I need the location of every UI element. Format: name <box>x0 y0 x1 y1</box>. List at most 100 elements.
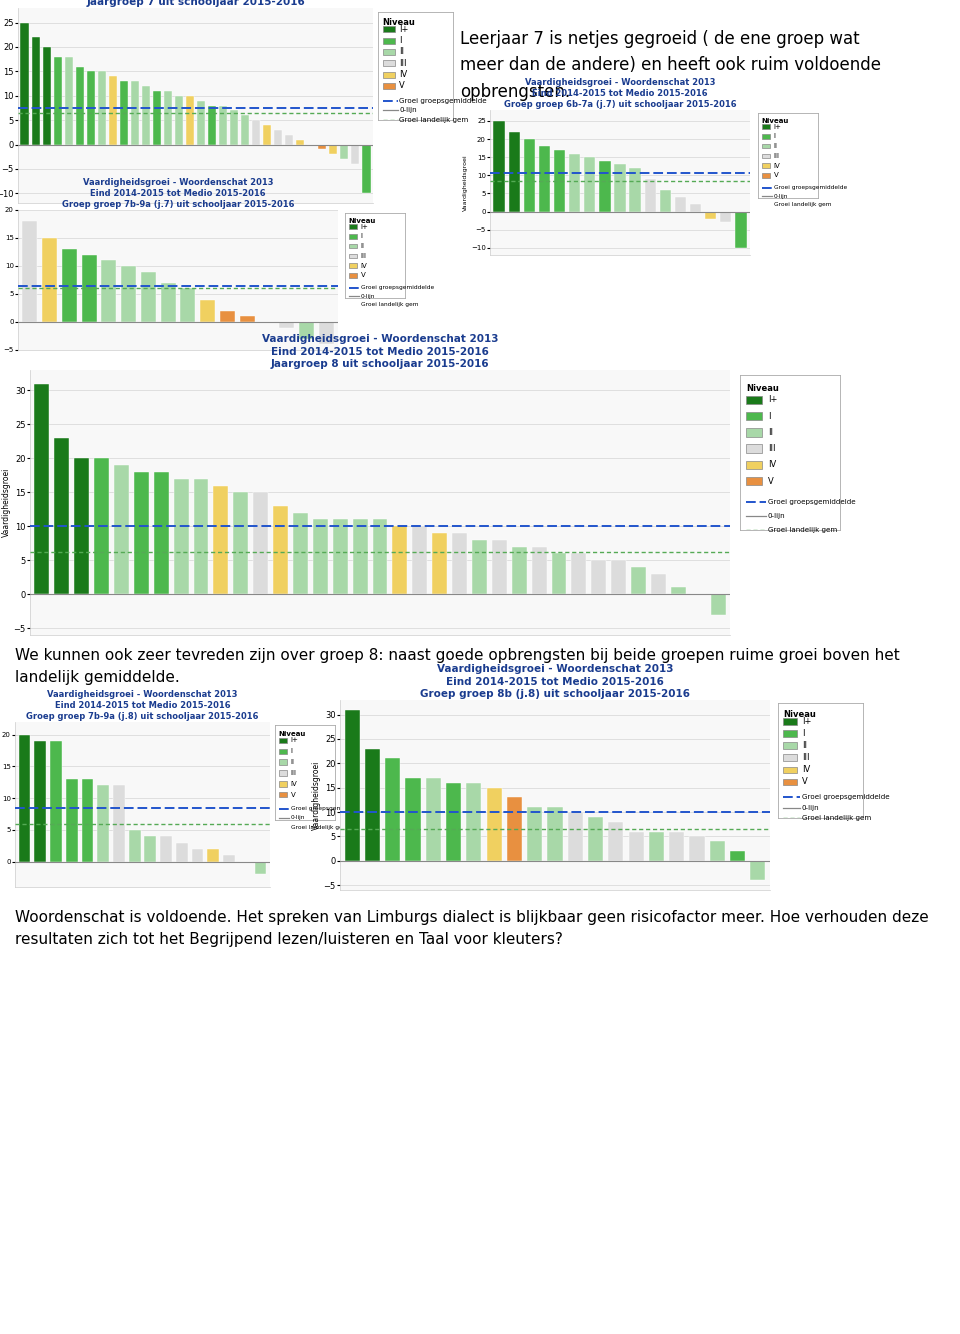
Text: We kunnen ook zeer tevreden zijn over groep 8: naast goede opbrengsten bij beide: We kunnen ook zeer tevreden zijn over gr… <box>15 648 900 686</box>
Bar <box>385 759 400 860</box>
FancyBboxPatch shape <box>382 49 395 55</box>
Bar <box>285 135 294 144</box>
Bar <box>102 260 116 321</box>
FancyBboxPatch shape <box>278 748 287 754</box>
Bar <box>208 105 216 144</box>
Bar <box>82 779 93 862</box>
Bar <box>539 147 550 212</box>
Title: Vaardigheidsgroei - Woordenschat 2013
Eind 2014-2015 tot Medio 2015-2016
Jaargro: Vaardigheidsgroei - Woordenschat 2013 Ei… <box>262 335 498 370</box>
FancyBboxPatch shape <box>278 770 287 775</box>
FancyBboxPatch shape <box>278 738 287 743</box>
Bar <box>512 547 527 594</box>
Bar <box>160 283 176 321</box>
Bar <box>120 81 128 144</box>
Text: Groei groepsgemiddelde: Groei groepsgemiddelde <box>774 185 847 191</box>
Text: Groei groepsgemiddelde: Groei groepsgemiddelde <box>291 806 364 811</box>
Bar <box>252 120 260 144</box>
Bar <box>55 438 69 594</box>
Bar <box>20 23 29 144</box>
Bar <box>142 85 150 144</box>
Bar <box>362 144 371 193</box>
Bar <box>98 72 106 144</box>
FancyBboxPatch shape <box>278 782 287 787</box>
Text: V: V <box>768 476 774 486</box>
Bar <box>223 855 235 862</box>
Bar <box>240 316 254 321</box>
Bar <box>197 100 205 144</box>
Text: II: II <box>768 428 773 436</box>
Bar <box>129 830 140 862</box>
Text: Groei landelijk gem: Groei landelijk gem <box>291 824 348 830</box>
Bar <box>192 848 204 862</box>
Bar <box>114 466 129 594</box>
FancyBboxPatch shape <box>348 233 357 239</box>
Bar <box>54 57 61 144</box>
FancyBboxPatch shape <box>348 244 357 248</box>
Bar <box>472 540 487 594</box>
Text: II: II <box>361 243 365 249</box>
Bar <box>340 144 348 159</box>
FancyBboxPatch shape <box>382 60 395 67</box>
Text: III: III <box>399 59 406 68</box>
Bar <box>241 115 250 144</box>
Bar <box>32 37 39 144</box>
Bar <box>273 506 288 594</box>
FancyBboxPatch shape <box>783 743 797 748</box>
FancyBboxPatch shape <box>783 730 797 736</box>
Bar <box>18 735 31 862</box>
Text: Groei groepsgemiddelde: Groei groepsgemiddelde <box>768 499 855 506</box>
Bar <box>318 144 326 149</box>
Bar <box>547 807 563 860</box>
Text: Groei groepsgemiddelde: Groei groepsgemiddelde <box>399 97 487 104</box>
Text: Leerjaar 7 is netjes gegroeid ( de ene groep wat
meer dan de andere) en heeft oo: Leerjaar 7 is netjes gegroeid ( de ene g… <box>460 29 881 101</box>
Bar <box>164 91 172 144</box>
FancyBboxPatch shape <box>761 163 770 168</box>
Bar <box>705 212 716 219</box>
Bar <box>345 710 360 860</box>
Text: IV: IV <box>802 766 810 774</box>
Bar <box>94 459 109 594</box>
Bar <box>554 149 565 212</box>
Bar <box>532 547 546 594</box>
Bar <box>22 221 37 321</box>
Bar <box>671 587 685 594</box>
Bar <box>651 574 666 594</box>
Bar <box>219 105 228 144</box>
Bar <box>425 778 441 860</box>
FancyBboxPatch shape <box>348 273 357 277</box>
Text: 0-lijn: 0-lijn <box>399 107 417 113</box>
FancyBboxPatch shape <box>348 224 357 229</box>
Bar <box>131 81 139 144</box>
Text: II: II <box>774 143 778 149</box>
Bar <box>584 157 595 212</box>
Bar <box>523 139 535 212</box>
Bar <box>50 742 61 862</box>
FancyBboxPatch shape <box>382 83 395 89</box>
Bar <box>631 567 646 594</box>
Bar <box>487 787 502 860</box>
Bar <box>571 554 587 594</box>
Y-axis label: Vaardigheidsgroei: Vaardigheidsgroei <box>2 468 11 538</box>
Text: I: I <box>361 233 363 239</box>
Text: Niveau: Niveau <box>783 710 816 719</box>
Bar <box>720 212 732 223</box>
Y-axis label: Vaardigheidsgroei: Vaardigheidsgroei <box>463 155 468 211</box>
Bar <box>365 748 380 860</box>
Text: Niveau: Niveau <box>761 119 789 124</box>
Bar <box>186 96 194 144</box>
Title: Vaardigheidsgroei - Woordenschat 2013
Eind 2014-2015 tot Medio 2015-2016
Jaargro: Vaardigheidsgroei - Woordenschat 2013 Ei… <box>77 0 314 7</box>
Bar <box>405 778 420 860</box>
FancyBboxPatch shape <box>348 253 357 259</box>
FancyBboxPatch shape <box>348 263 357 268</box>
Bar <box>313 519 327 594</box>
Bar <box>612 560 626 594</box>
Bar <box>432 534 447 594</box>
Bar <box>253 492 268 594</box>
FancyBboxPatch shape <box>783 718 797 724</box>
Bar <box>329 144 338 155</box>
Bar <box>42 47 51 144</box>
Text: I: I <box>774 133 776 139</box>
Text: III: III <box>361 253 367 259</box>
Bar <box>352 519 368 594</box>
Text: IV: IV <box>361 263 368 268</box>
